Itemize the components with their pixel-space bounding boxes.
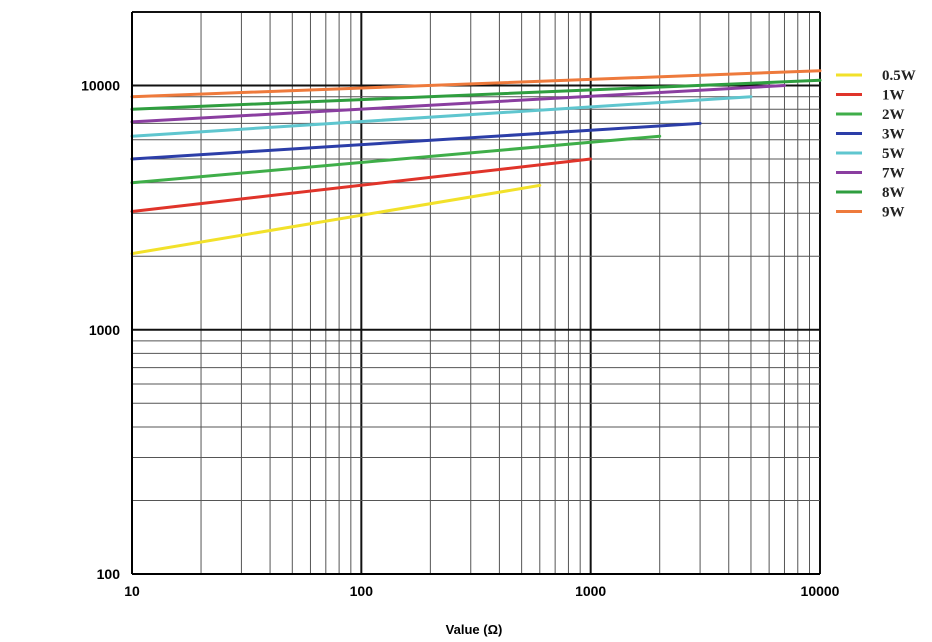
legend: 0.5W 1W 2W 3W 5W 7W 8W 9W xyxy=(836,68,916,221)
legend-label: 5W xyxy=(882,146,905,162)
y-tick-label: 100 xyxy=(97,566,121,582)
y-tick-label: 10000 xyxy=(81,78,120,94)
legend-label: 2W xyxy=(882,107,905,123)
series-lines xyxy=(130,69,822,256)
series-line-7w xyxy=(130,84,786,124)
series-line-8w xyxy=(130,78,822,111)
grid xyxy=(131,11,821,575)
y-tick-label: 1000 xyxy=(89,322,120,338)
series-line-3w xyxy=(130,121,702,161)
series-line-9w xyxy=(130,69,822,99)
x-tick-label: 10000 xyxy=(801,583,840,599)
legend-label: 0.5W xyxy=(882,68,916,84)
legend-label: 8W xyxy=(882,185,905,201)
series-line-1w xyxy=(130,157,593,213)
legend-label: 1W xyxy=(882,88,905,104)
x-tick-label: 100 xyxy=(350,583,374,599)
legend-label: 7W xyxy=(882,166,905,182)
legend-label: 3W xyxy=(882,127,905,143)
x-axis-title: Value (Ω) xyxy=(446,622,503,637)
series-line-2w xyxy=(130,134,662,185)
legend-label: 9W xyxy=(882,205,905,221)
x-tick-label: 10 xyxy=(124,583,140,599)
series-line-5w xyxy=(130,95,753,138)
x-tick-label: 1000 xyxy=(575,583,606,599)
series-line-0-5w xyxy=(130,183,542,256)
